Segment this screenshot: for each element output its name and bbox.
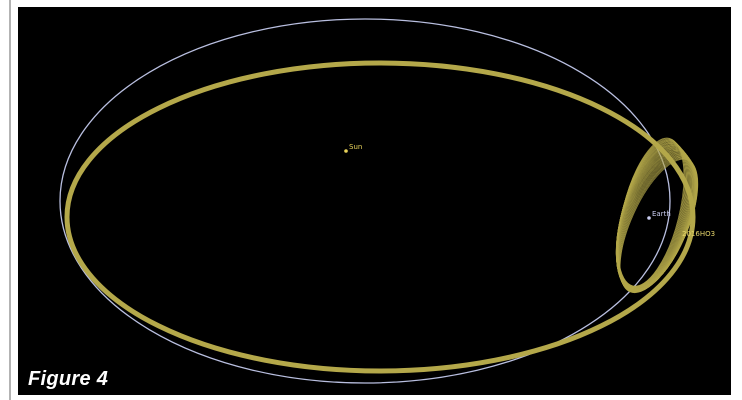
orbit-diagram-panel: Sun Earth 2016HO3 Figure 4 — [18, 7, 731, 395]
quasi-satellite-loops — [615, 137, 699, 294]
sun-icon — [344, 149, 348, 153]
earth-orbit — [59, 18, 671, 384]
sun-label: Sun — [349, 143, 362, 151]
earth-icon — [647, 216, 651, 220]
asteroid-label: 2016HO3 — [682, 230, 715, 238]
page-left-rule — [9, 0, 11, 400]
orbit-diagram: Sun Earth 2016HO3 — [59, 18, 715, 384]
figure-caption: Figure 4 — [28, 368, 109, 390]
earth-label: Earth — [652, 210, 671, 218]
asteroid-orbit — [64, 60, 696, 374]
quasi-satellite-loop — [619, 158, 699, 294]
